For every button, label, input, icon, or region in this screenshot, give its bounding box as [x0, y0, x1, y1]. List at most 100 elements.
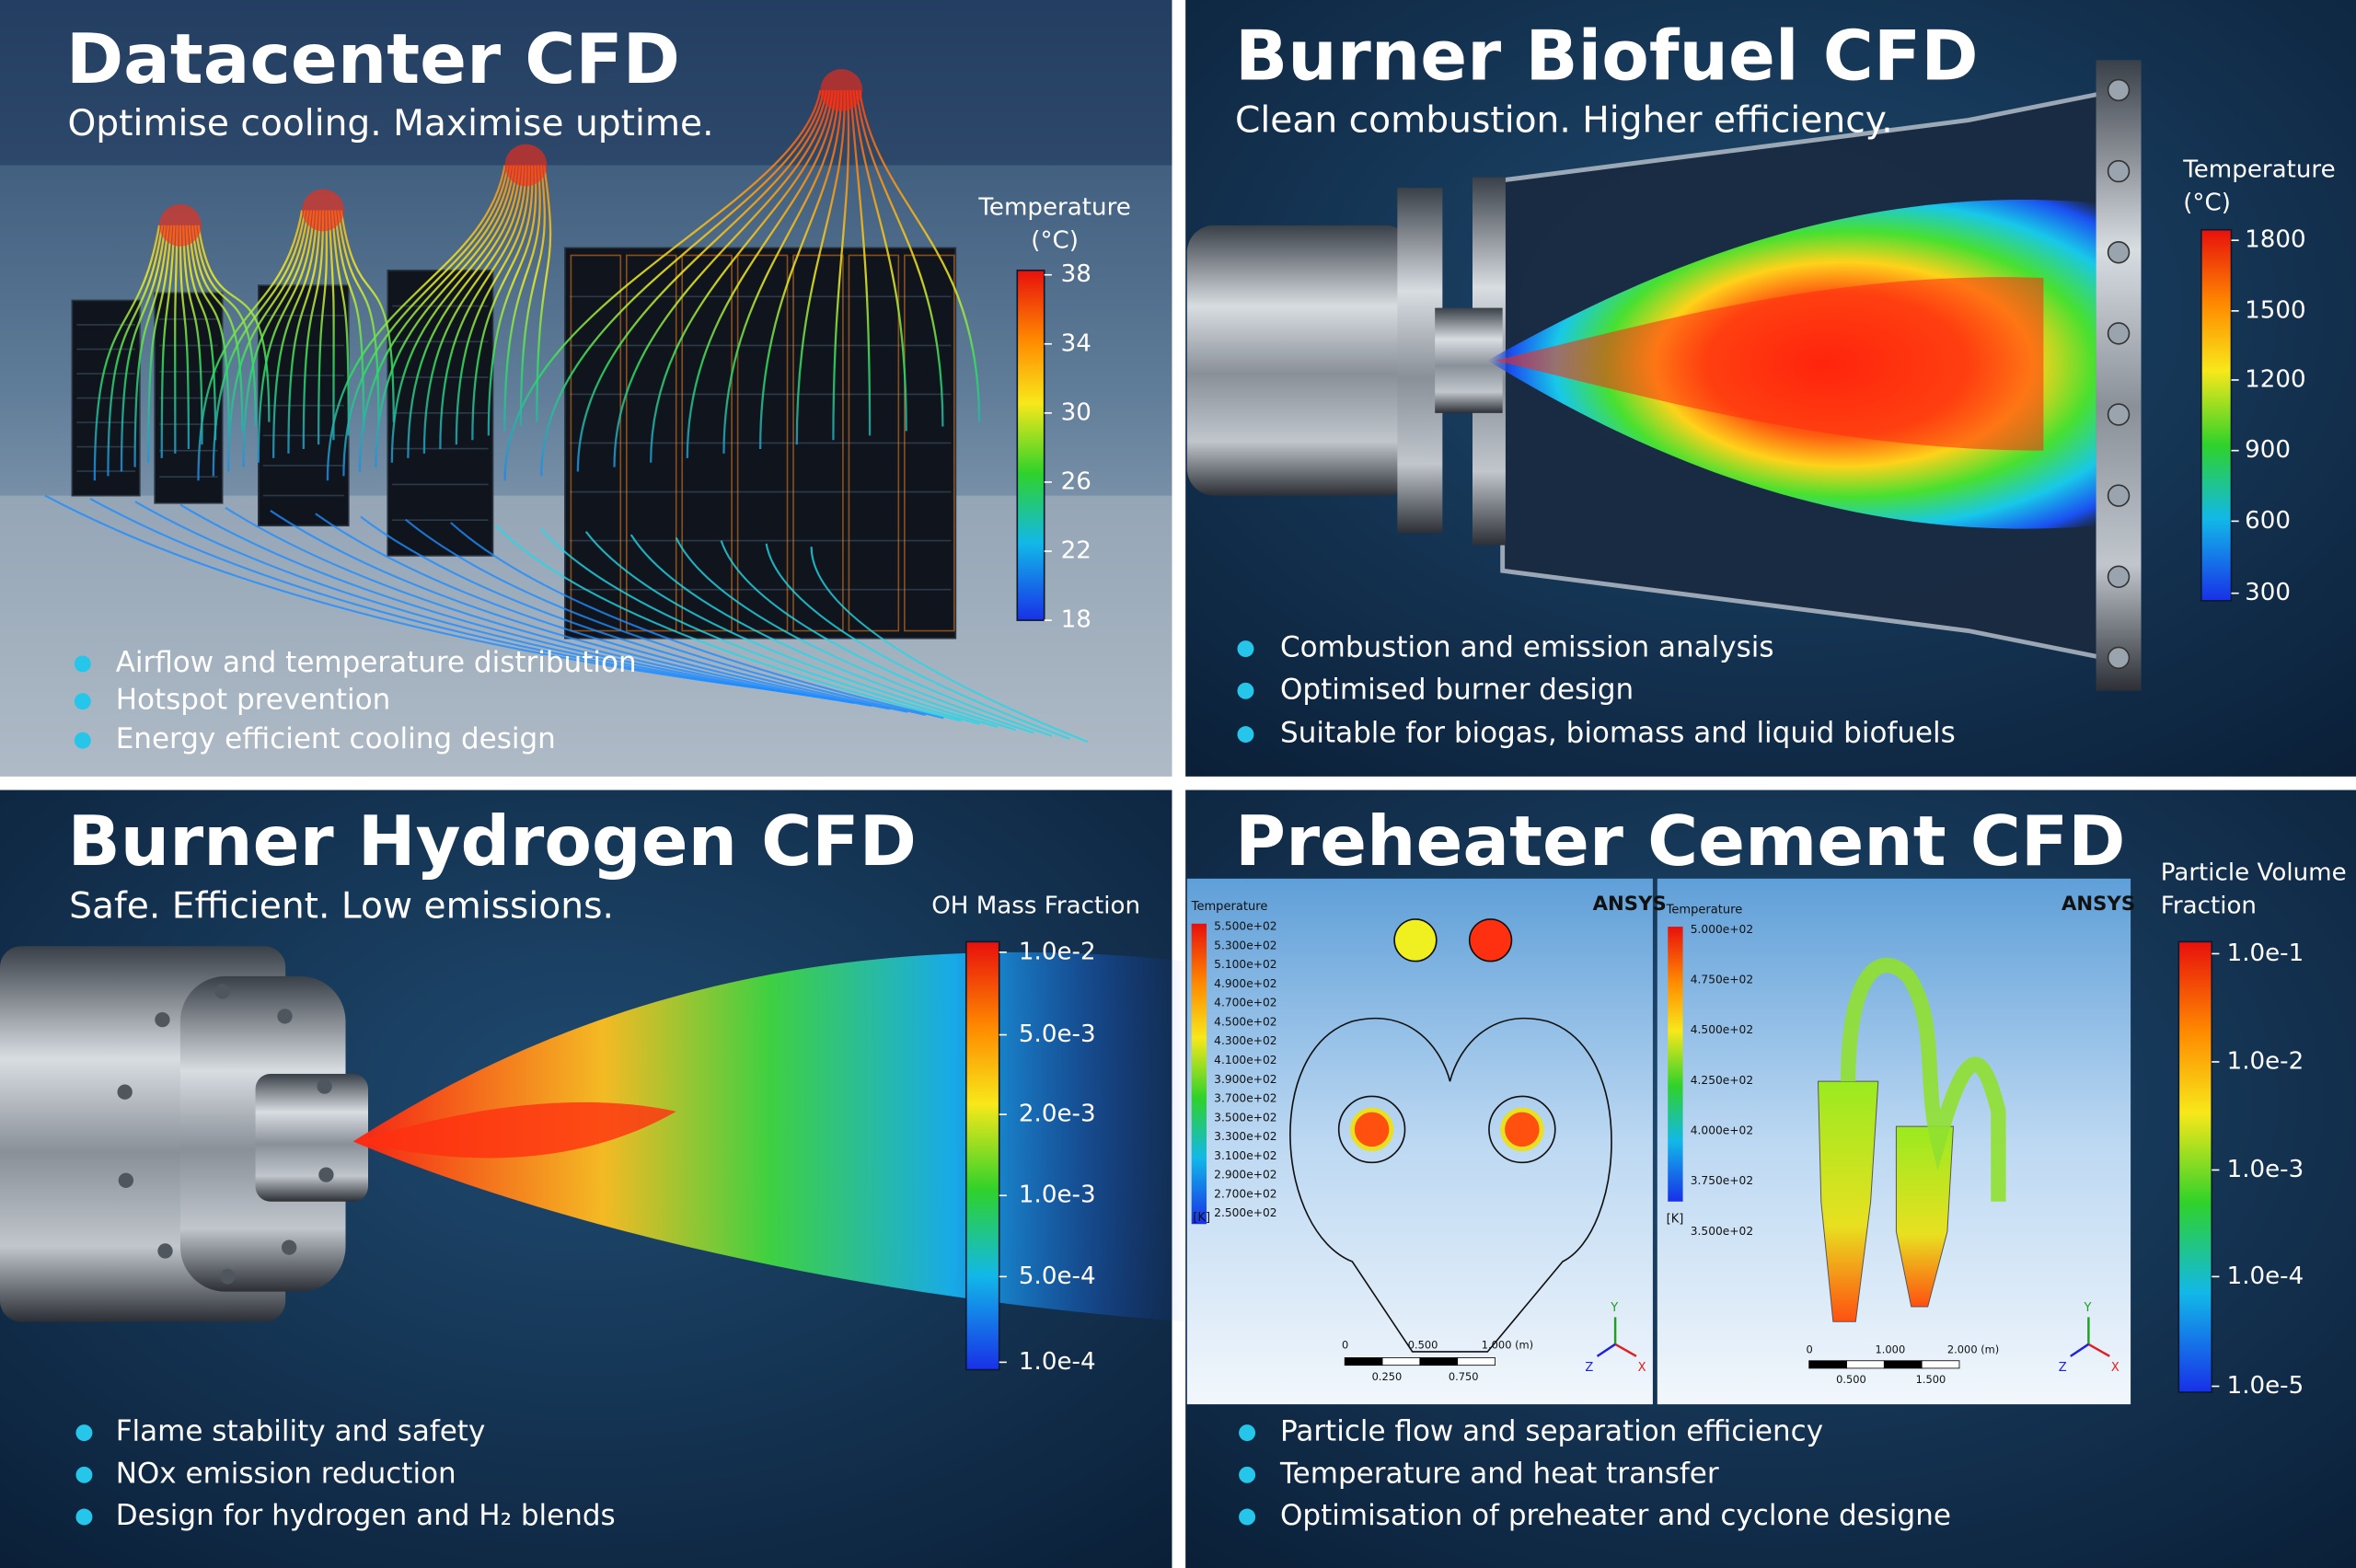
cyclone-outline — [1289, 1017, 1612, 1353]
airflow-line — [855, 89, 944, 427]
scale-bar — [1921, 1360, 1960, 1369]
bolt — [2107, 159, 2131, 183]
scale-label: 1.500 — [1916, 1373, 1946, 1386]
ansys-legend-label: 3.700e+02 — [1214, 1092, 1276, 1105]
colorbar-label: 900 — [2245, 436, 2291, 464]
panel-title: Datacenter CFD — [66, 18, 680, 99]
airflow-line — [174, 225, 179, 454]
colorbar-label: 30 — [1061, 398, 1091, 426]
colorbar-label: 26 — [1061, 467, 1091, 495]
legend-title: (°C) — [2183, 190, 2231, 217]
ansys-view — [1657, 878, 2131, 1405]
colorbar-label: 18 — [1061, 606, 1091, 634]
outlet-flange — [2096, 60, 2142, 691]
airflow-line — [160, 225, 176, 458]
axis-label: Y — [1610, 1301, 1618, 1315]
floor-flow — [810, 547, 1089, 744]
axis-label: X — [1638, 1361, 1646, 1375]
bullet-dot — [74, 655, 91, 673]
rack-door — [736, 254, 789, 632]
ansys-legend-label: 3.300e+02 — [1214, 1130, 1276, 1143]
colorbar-label: 5.0e-4 — [1019, 1262, 1096, 1290]
airflow-line — [272, 210, 318, 458]
ansys-legend-label: 4.900e+02 — [1214, 977, 1276, 990]
axis-label: X — [2111, 1361, 2119, 1375]
colorbar-label: 38 — [1061, 260, 1091, 288]
scale-bar — [1846, 1360, 1885, 1369]
colorbar-label: 1.0e-2 — [2227, 1047, 2304, 1075]
colorbar-label: 1.0e-3 — [2227, 1156, 2304, 1183]
pipe — [1841, 957, 2006, 1202]
ring — [1337, 1095, 1406, 1164]
airflow-line — [519, 165, 546, 427]
colorbar — [964, 940, 1000, 1371]
ansys-legend-label: 5.300e+02 — [1214, 939, 1276, 951]
airflow-line — [188, 225, 230, 436]
hotspot — [820, 69, 863, 111]
airflow-line — [613, 89, 831, 467]
airflow-line — [758, 89, 843, 450]
bullet-dot — [75, 1424, 93, 1442]
panel-title: Burner Hydrogen CFD — [67, 801, 916, 882]
bolt — [157, 1243, 173, 1259]
ansys-unit: [K] — [1193, 1211, 1210, 1225]
colorbar-label: 1.0e-2 — [1019, 938, 1096, 965]
flame-core — [1495, 277, 2044, 451]
airflow-line — [287, 210, 321, 454]
bolt — [220, 1269, 236, 1285]
airflow-line — [337, 210, 380, 427]
floor-flow — [225, 506, 854, 704]
colorbar-label: 1.0e-4 — [2227, 1262, 2304, 1290]
nozzle — [255, 1074, 368, 1202]
bullet-dot — [1237, 726, 1254, 744]
floor-flow — [720, 540, 1053, 737]
airflow-line — [722, 89, 840, 454]
airflow-line — [422, 165, 525, 454]
bolt — [2107, 484, 2131, 507]
scale-label: 0.750 — [1449, 1370, 1479, 1383]
floor-flow — [765, 543, 1070, 741]
floor-flow — [44, 494, 782, 692]
axis-z — [1596, 1343, 1616, 1357]
airflow-line — [330, 210, 350, 436]
airflow-line — [133, 225, 169, 467]
ansys-legend-label: 5.500e+02 — [1214, 920, 1276, 933]
airflow-line — [471, 165, 534, 441]
colorbar — [2177, 940, 2213, 1393]
bullet-text: Airflow and temperature distribution — [116, 646, 637, 679]
colorbar-label: 1.0e-1 — [2227, 940, 2304, 967]
floor-flow — [360, 515, 908, 713]
panel-title: Burner Biofuel CFD — [1235, 16, 1979, 97]
airflow-line — [576, 89, 828, 472]
floor-flow — [134, 501, 818, 698]
bolt — [117, 1084, 133, 1100]
floor-flow — [539, 527, 980, 725]
colorbar-label: 1.0e-5 — [2227, 1372, 2304, 1400]
airflow-line — [832, 89, 850, 441]
airflow-line — [503, 89, 822, 481]
airflow-line — [317, 210, 328, 445]
bullet-text: NOx emission reduction — [116, 1457, 456, 1490]
rack-door — [792, 254, 844, 632]
airflow-line — [487, 165, 537, 436]
airflow-line — [439, 165, 527, 450]
axis-label: Z — [2059, 1361, 2067, 1375]
colorbar-label: 300 — [2245, 579, 2291, 606]
ceiling — [0, 0, 1172, 166]
scale-label: 1.000 — [1876, 1343, 1906, 1356]
bolt — [2107, 322, 2131, 345]
airflow-line — [536, 165, 552, 422]
airflow-line — [375, 165, 515, 467]
airflow-line — [120, 225, 167, 472]
hot-core — [1349, 1107, 1394, 1152]
airflow-line — [650, 89, 834, 463]
ansys-legend-label: 3.100e+02 — [1214, 1149, 1276, 1162]
hotspot — [159, 203, 202, 247]
ansys-legend-label: 3.500e+02 — [1214, 1111, 1276, 1124]
ansys-legend-title: Temperature — [1666, 903, 1743, 917]
bolt — [317, 1078, 332, 1094]
scale-bar — [1381, 1357, 1421, 1366]
bullet-text: Suitable for biogas, biomass and liquid … — [1280, 717, 1956, 750]
legend-title: Fraction — [2161, 892, 2257, 919]
ansys-legend-label: 4.750e+02 — [1691, 974, 1753, 986]
